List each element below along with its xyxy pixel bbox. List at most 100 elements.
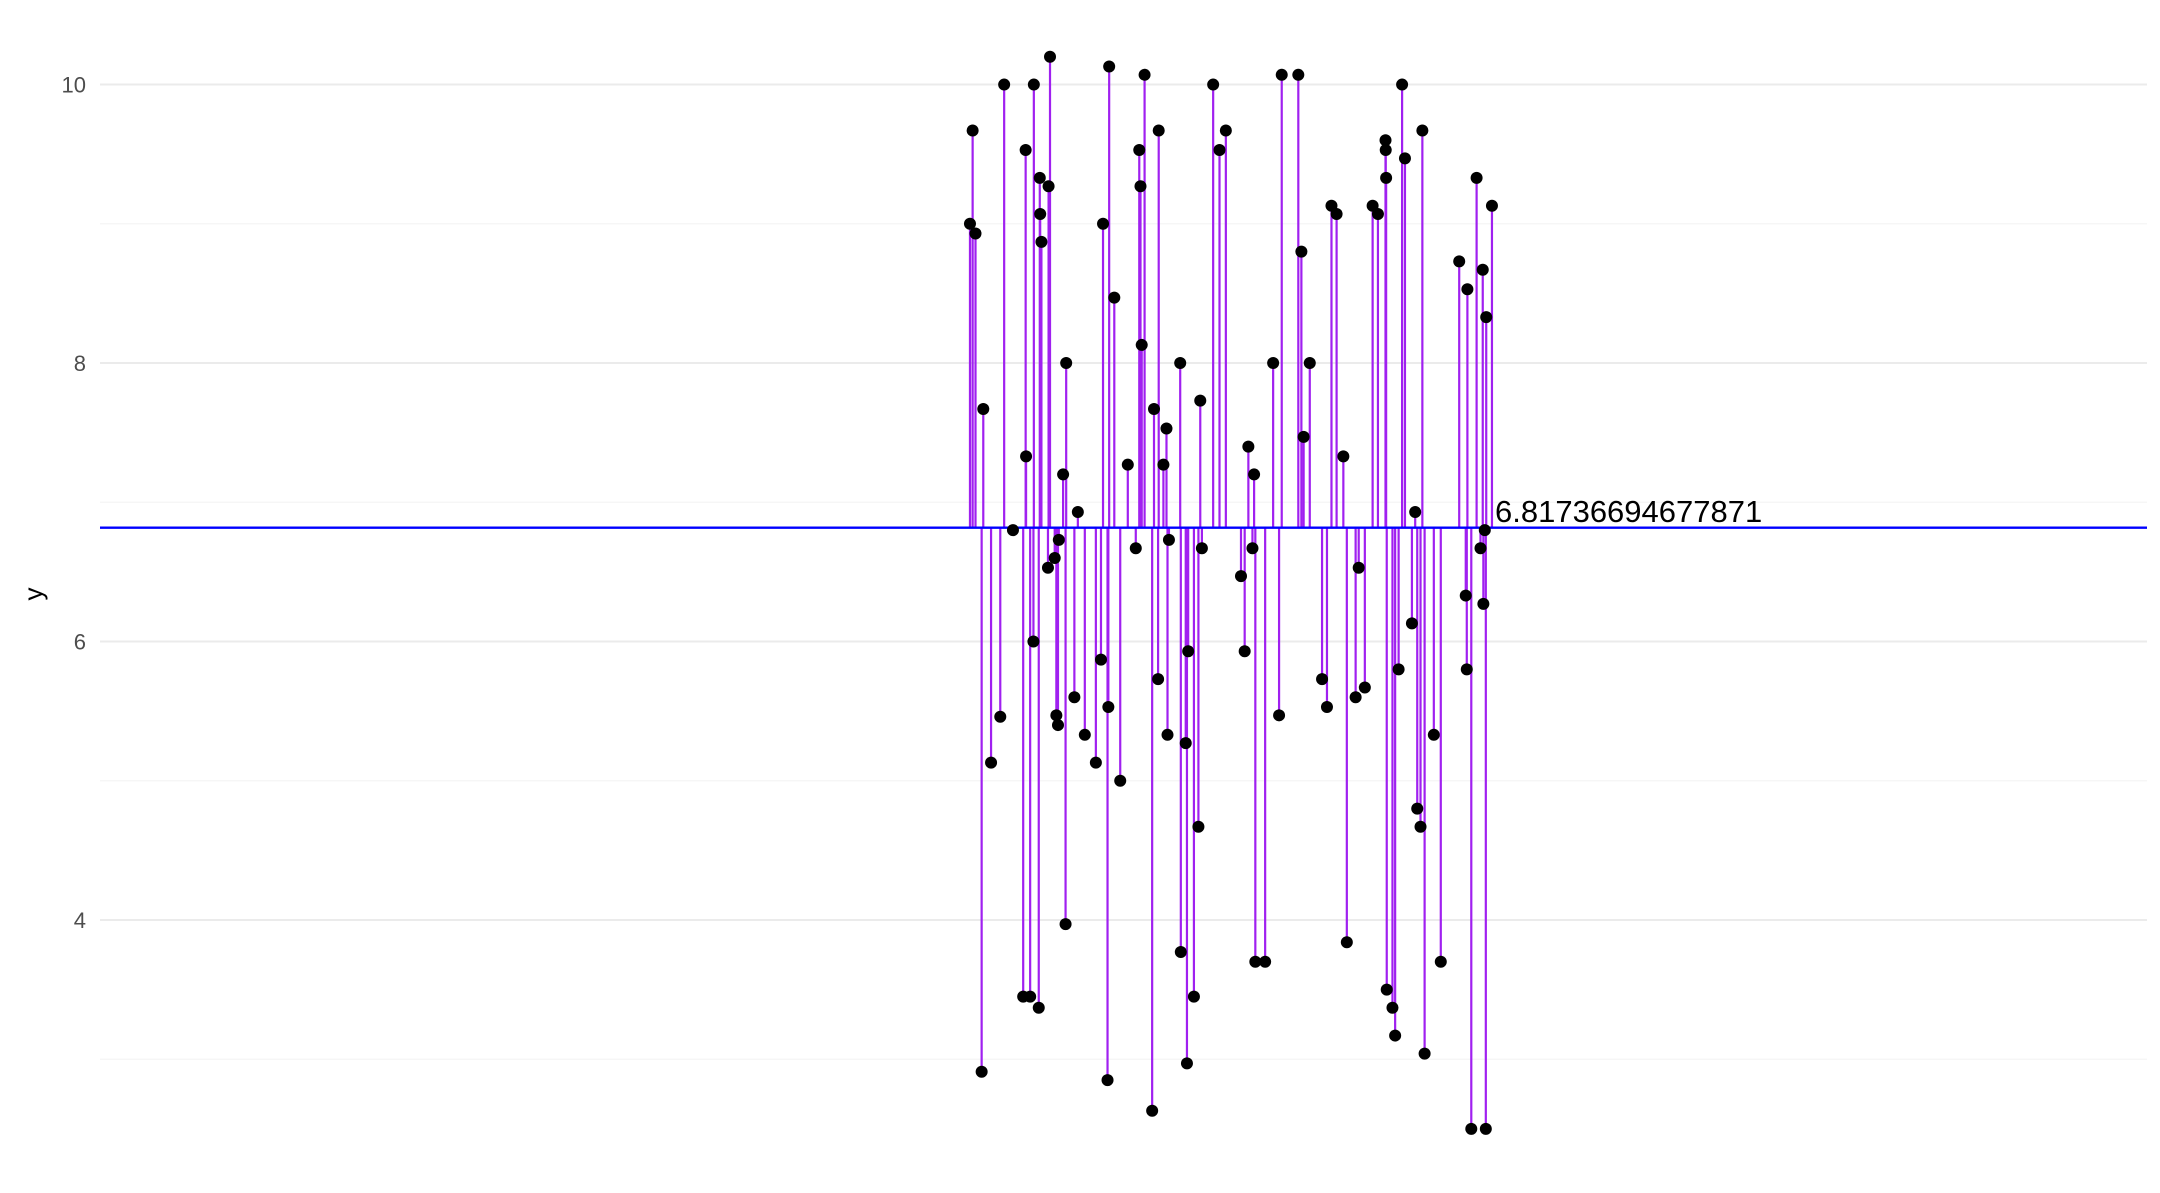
data-point [1060, 357, 1073, 370]
data-point [1295, 245, 1308, 258]
data-point [1275, 68, 1288, 81]
data-point [1465, 1122, 1478, 1135]
data-point [1057, 468, 1070, 481]
data-point [994, 710, 1007, 723]
data-point [1041, 561, 1054, 574]
data-point [1479, 1122, 1492, 1135]
data-point [1133, 144, 1146, 156]
data-point [1078, 728, 1091, 741]
data-point [1453, 255, 1466, 268]
data-point [1427, 728, 1440, 741]
data-point [1161, 728, 1174, 741]
data-point [966, 124, 979, 137]
data-point [1337, 450, 1350, 463]
data-point [1316, 673, 1329, 686]
data-point [985, 756, 998, 769]
data-point [1097, 217, 1110, 230]
data-point [1194, 394, 1207, 407]
data-point [1297, 430, 1310, 443]
data-point [1380, 171, 1393, 184]
data-point [1248, 468, 1261, 481]
y-tick-label: 6 [74, 630, 86, 655]
data-point [1234, 570, 1247, 583]
data-point [1182, 645, 1195, 658]
data-point [963, 217, 976, 230]
data-point [975, 1065, 988, 1078]
data-point [1071, 506, 1084, 519]
data-point [1152, 673, 1165, 686]
data-point [1174, 357, 1187, 370]
data-point [1398, 152, 1411, 165]
data-point [1050, 709, 1063, 722]
data-point [1461, 283, 1474, 296]
data-point [1138, 68, 1151, 81]
data-point [1187, 990, 1200, 1003]
data-point [1160, 422, 1173, 435]
data-point [1027, 78, 1040, 91]
data-point [1340, 936, 1353, 949]
data-point [1024, 990, 1037, 1003]
data-point [1352, 561, 1365, 574]
data-point [1249, 955, 1262, 968]
data-point [1389, 1029, 1402, 1042]
data-point [1052, 533, 1065, 546]
data-point [1273, 709, 1286, 722]
data-point [1179, 737, 1192, 750]
data-point [1259, 955, 1272, 968]
y-tick-label: 10 [62, 73, 86, 98]
data-point [977, 402, 990, 415]
data-point [1051, 719, 1064, 732]
data-point [1042, 180, 1055, 193]
data-point [1485, 199, 1498, 212]
data-point [1044, 50, 1057, 63]
data-point [1148, 402, 1161, 415]
y-axis-title: y [18, 588, 48, 601]
data-point [1174, 946, 1187, 959]
data-point [1246, 542, 1259, 555]
data-point [1135, 338, 1148, 351]
data-point [1027, 635, 1040, 648]
data-point [1379, 134, 1392, 147]
data-point [1035, 235, 1048, 248]
y-tick-label: 4 [74, 908, 86, 933]
data-point [1019, 144, 1032, 156]
data-point [1396, 78, 1409, 91]
data-point [1114, 774, 1127, 787]
data-point [1034, 208, 1047, 221]
data-point [1478, 524, 1491, 537]
data-point [1157, 458, 1170, 471]
data-point [1476, 263, 1489, 276]
data-point [1379, 144, 1392, 156]
stems-layer [968, 56, 1494, 1129]
data-point [1320, 700, 1333, 713]
y-tick-labels: 4 6 8 10 [62, 73, 86, 933]
data-point [1242, 440, 1255, 453]
data-point [1434, 955, 1447, 968]
data-point [1477, 597, 1490, 610]
data-point [969, 227, 982, 240]
data-point [1152, 124, 1165, 137]
data-point [1371, 208, 1384, 221]
data-point [1162, 533, 1175, 546]
data-point [1129, 542, 1142, 555]
data-point [1380, 983, 1393, 996]
data-point [1418, 1047, 1431, 1060]
grid-layer [100, 83, 2147, 1060]
data-point [1480, 311, 1493, 324]
data-point [1460, 663, 1473, 676]
data-point [1033, 171, 1046, 184]
data-point [1358, 681, 1371, 694]
data-point [1292, 68, 1305, 81]
data-point [1121, 458, 1134, 471]
reference-value-label: 6.81736694677871 [1495, 494, 1762, 529]
points-layer [963, 50, 1498, 1135]
data-point [1103, 60, 1116, 73]
data-point [1409, 506, 1422, 519]
data-point [1108, 291, 1121, 304]
data-point [1207, 78, 1220, 91]
data-point [1180, 1057, 1193, 1070]
data-point [1213, 144, 1226, 156]
data-point [1459, 589, 1472, 602]
